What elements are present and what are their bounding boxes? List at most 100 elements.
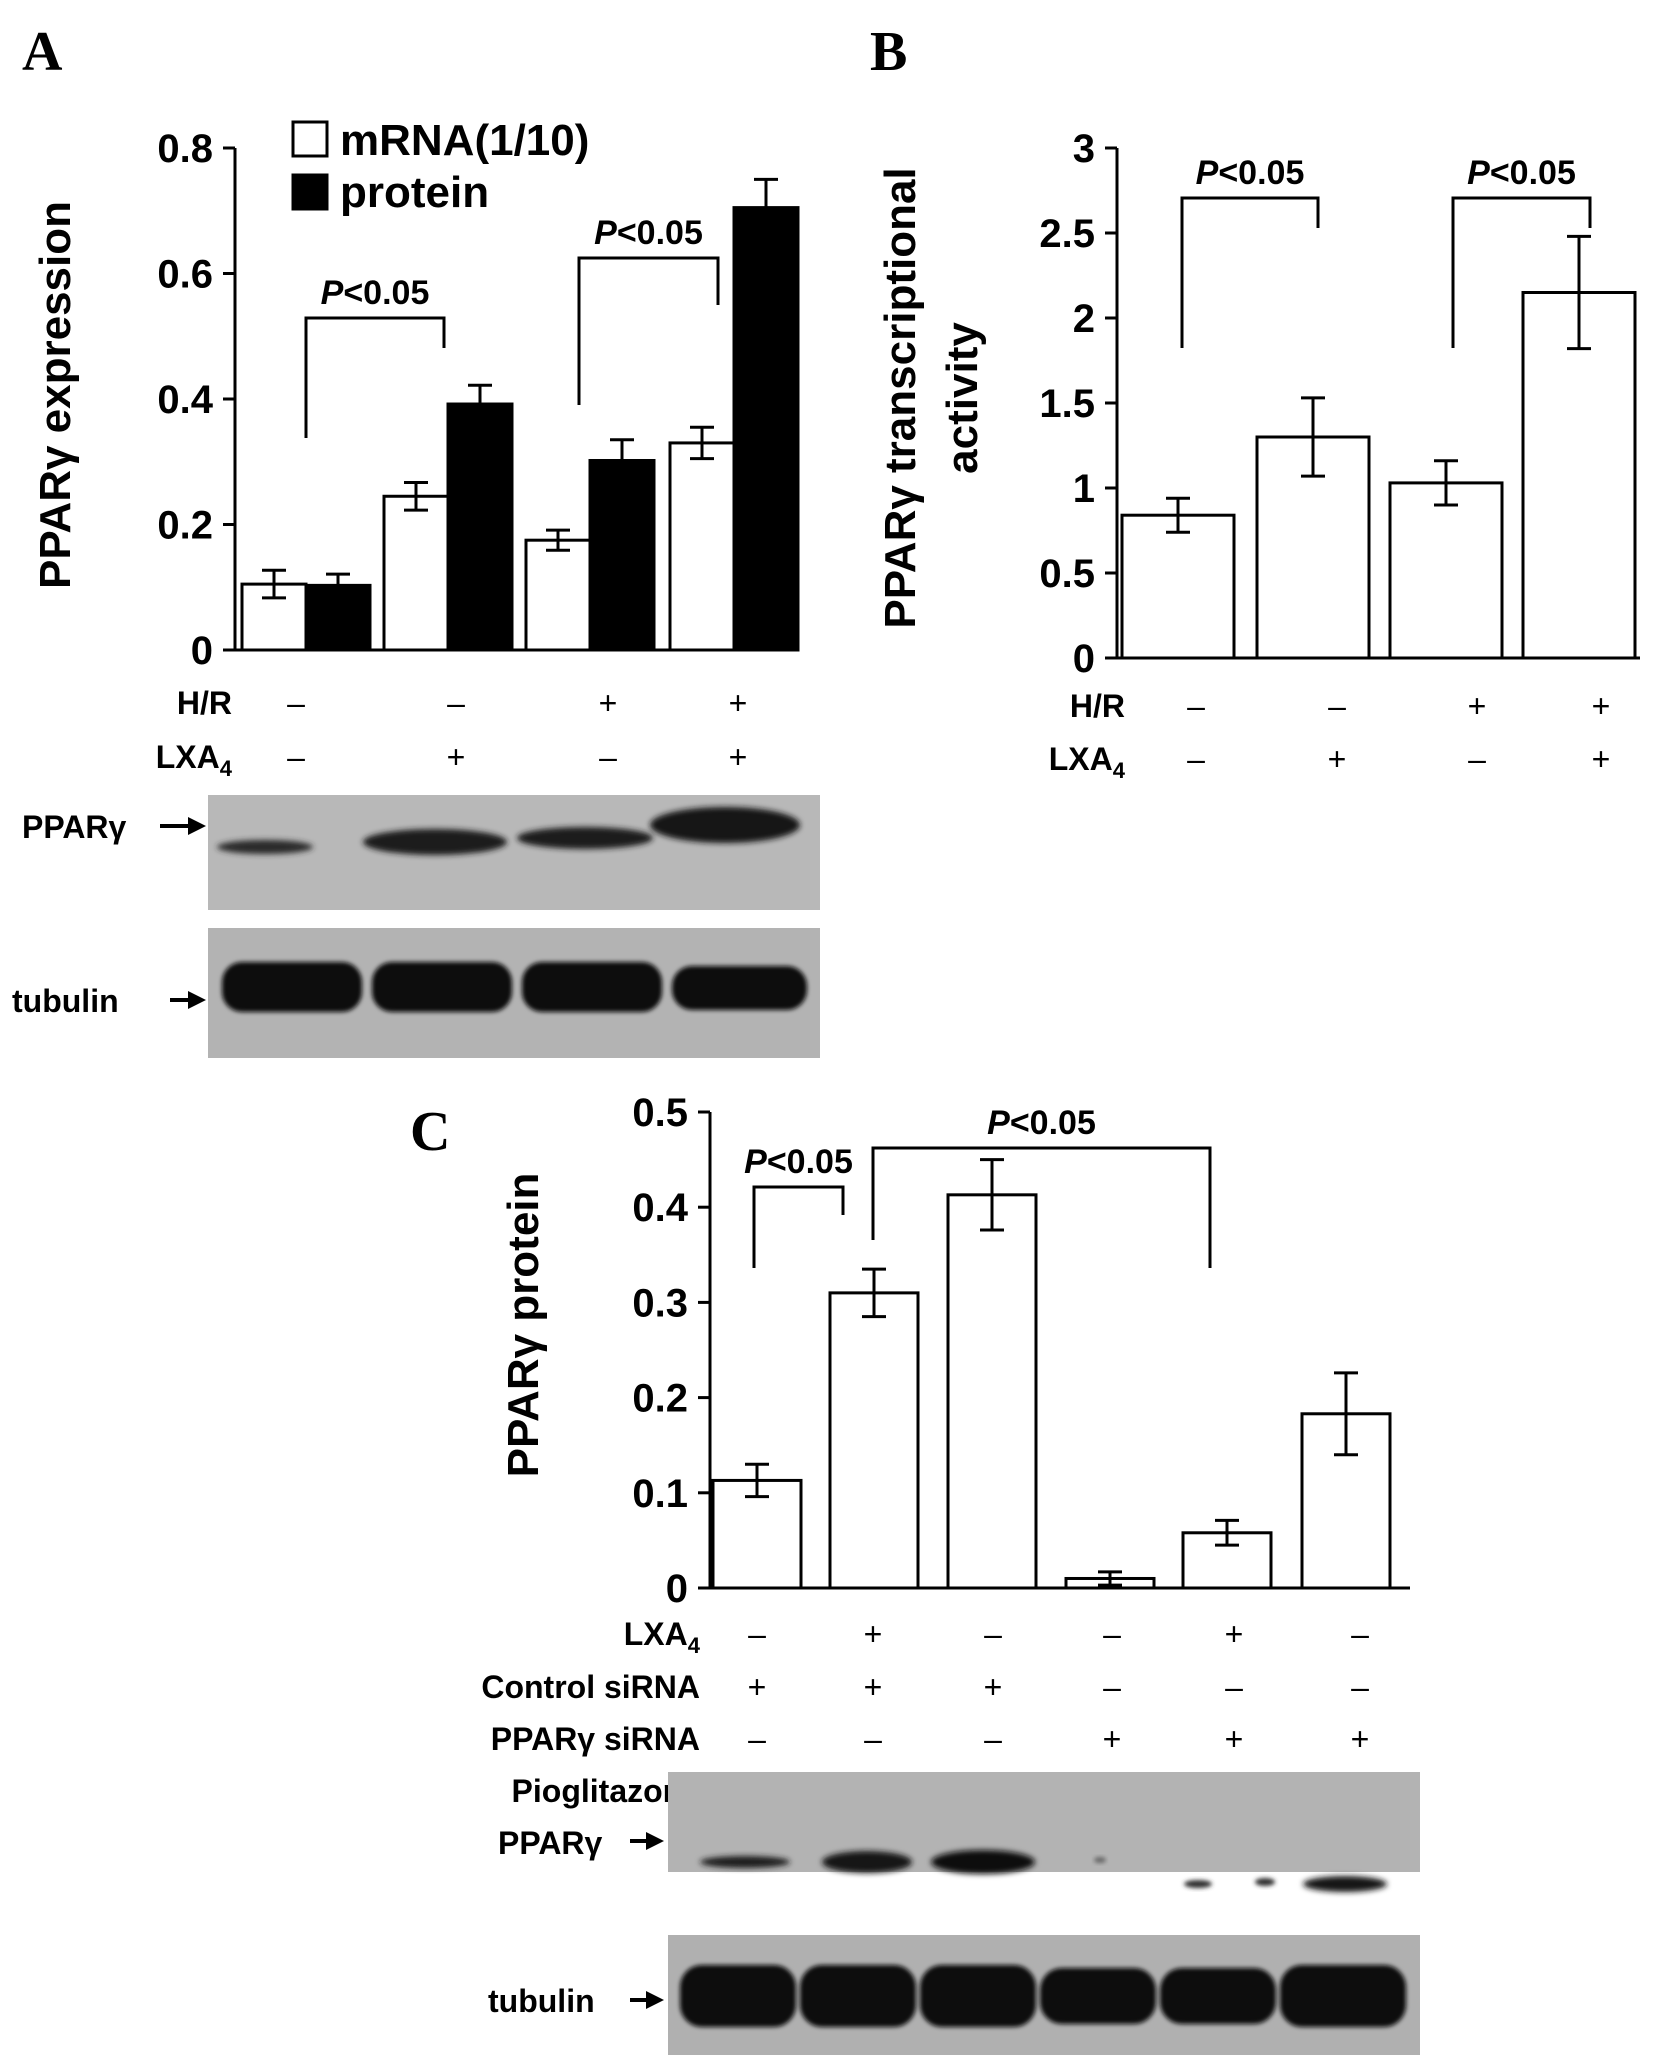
y-tick-label: 0.8 [157, 127, 213, 171]
y-tick-label: 0 [666, 1567, 688, 1611]
condition-sign: + [729, 739, 748, 775]
y-tick-label: 3 [1073, 127, 1095, 171]
condition-sign: – [1103, 1616, 1121, 1652]
legend-swatch-mrna [291, 120, 329, 158]
chart-c: 0 0.1 0.2 0.3 0.4 0.5 PPARγ protein P<0.05 P<0.0… [481, 1091, 1410, 1809]
legend-label-protein: protein [340, 168, 489, 217]
blot-a-label-tubulin: tubulin [12, 983, 119, 1019]
condition-sign: + [1592, 741, 1611, 777]
y-tick-label: 0.6 [157, 253, 213, 297]
blot-c-label-tubulin: tubulin [488, 1983, 595, 2019]
y-tick-label: 0 [191, 629, 213, 673]
panel-letter-c: C [410, 1101, 450, 1163]
significance-bracket [577, 256, 720, 405]
significance-bracket [1180, 196, 1320, 348]
significance-bracket [1451, 196, 1592, 348]
p-value-label: P<0.05 [594, 214, 703, 252]
chart-a: 0 0.2 0.4 0.6 0.8 PPARγ expression mRNA(1/10)p… [31, 116, 800, 781]
condition-sign: + [1351, 1721, 1370, 1757]
bar [1521, 291, 1637, 660]
arrow-icon [170, 991, 206, 1009]
condition-sign: + [984, 1669, 1003, 1705]
bar [446, 402, 514, 652]
y-tick-label: 0.2 [157, 504, 213, 548]
y-tick-label: 0.1 [632, 1472, 688, 1516]
bar [946, 1193, 1038, 1590]
condition-sign: + [447, 739, 466, 775]
p-value-label: P<0.05 [1196, 154, 1305, 192]
condition-sign: – [1103, 1669, 1121, 1705]
y-tick-label: 0.5 [1039, 552, 1095, 596]
bar [732, 206, 800, 652]
arrow-icon [160, 817, 206, 835]
y-axis-label: PPARγ transcriptional [876, 167, 925, 628]
p-value-label: P<0.05 [1467, 154, 1576, 192]
bar [828, 1291, 920, 1590]
bar [382, 494, 450, 652]
blot-a-tubulin [208, 928, 820, 1058]
condition-sign: – [287, 685, 305, 721]
arrow-icon [630, 1991, 664, 2009]
condition-sign: – [1351, 1669, 1369, 1705]
blot-c-tubulin [668, 1935, 1420, 2055]
y-tick-label: 0.2 [632, 1377, 688, 1421]
condition-sign: – [1328, 688, 1346, 724]
condition-sign: + [1592, 688, 1611, 724]
blot-c-label-ppar: PPARγ [498, 1825, 603, 1861]
y-tick-label: 0.4 [632, 1186, 688, 1230]
y-tick-label: 0 [1073, 637, 1095, 681]
condition-label: LXA4 [156, 739, 233, 781]
p-value-label: P<0.05 [744, 1143, 853, 1181]
legend-label-mrna: mRNA(1/10) [340, 116, 589, 165]
blot-c-ppar [668, 1772, 1420, 1892]
condition-sign: + [864, 1616, 883, 1652]
bar [711, 1478, 803, 1590]
condition-sign: + [1468, 688, 1487, 724]
panel-letter-a: A [22, 21, 63, 83]
panel-letter-b: B [870, 21, 907, 83]
condition-sign: – [984, 1721, 1002, 1757]
bar [668, 441, 736, 652]
y-tick-label: 0.5 [632, 1091, 688, 1135]
condition-sign: – [1468, 741, 1486, 777]
y-axis-label: activity [938, 322, 987, 474]
condition-sign: + [1225, 1616, 1244, 1652]
condition-sign: – [1187, 688, 1205, 724]
arrow-icon [630, 1832, 664, 1850]
condition-sign: + [1225, 1721, 1244, 1757]
p-value-label: P<0.05 [987, 1104, 1096, 1142]
condition-sign: – [287, 739, 305, 775]
condition-sign: + [748, 1669, 767, 1705]
bar [1120, 513, 1236, 660]
condition-label: H/R [1070, 688, 1125, 724]
chart-b: 0 0.5 1 1.5 2 2.5 3 PPARγ transcriptional activi… [876, 127, 1640, 783]
significance-bracket [871, 1146, 1212, 1268]
y-tick-label: 2 [1073, 297, 1095, 341]
condition-sign: + [729, 685, 748, 721]
y-axis-label: PPARγ expression [31, 201, 80, 589]
condition-sign: + [1103, 1721, 1122, 1757]
condition-sign: – [447, 685, 465, 721]
condition-label: H/R [177, 685, 232, 721]
y-tick-label: 2.5 [1039, 212, 1095, 256]
condition-sign: + [864, 1669, 883, 1705]
condition-label: LXA4 [1049, 741, 1126, 783]
significance-bracket [304, 316, 446, 438]
y-axis-label: PPARγ protein [499, 1173, 548, 1478]
y-tick-label: 0.3 [632, 1281, 688, 1325]
y-tick-label: 0.4 [157, 378, 213, 422]
significance-bracket [752, 1185, 845, 1268]
condition-label: Control siRNA [481, 1669, 700, 1705]
y-tick-label: 1 [1073, 467, 1095, 511]
condition-sign: – [599, 739, 617, 775]
condition-sign: + [1328, 741, 1347, 777]
condition-sign: – [864, 1721, 882, 1757]
condition-sign: – [1351, 1616, 1369, 1652]
condition-sign: – [748, 1616, 766, 1652]
bar [524, 538, 592, 652]
p-value-label: P<0.05 [321, 274, 430, 312]
condition-label: PPARγ siRNA [491, 1721, 700, 1757]
bar [1388, 481, 1504, 660]
blot-a-ppar [208, 795, 820, 910]
